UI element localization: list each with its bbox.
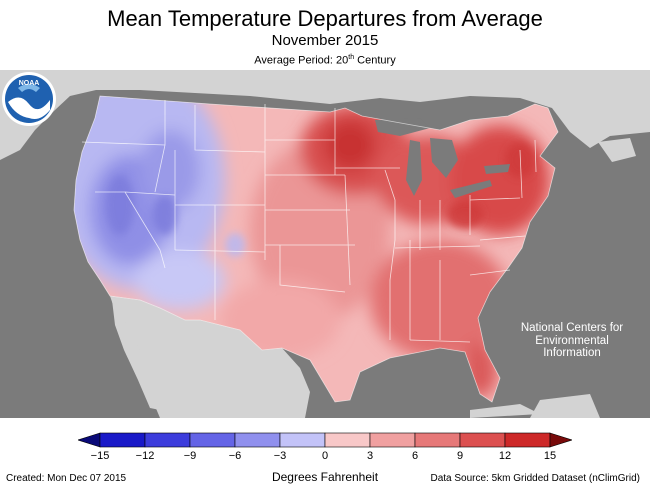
state-line-va-nc	[479, 235, 526, 241]
state-line-id-west	[154, 100, 166, 193]
period-prefix: Average Period: 20	[254, 54, 349, 67]
state-line-or-wa	[81, 141, 166, 146]
legend-title: Degrees Fahrenheit	[271, 470, 379, 484]
legend-tick-label: −9	[183, 450, 197, 462]
legend-arrow-low	[78, 432, 101, 448]
noaa-logo-text: NOAA	[19, 80, 40, 87]
period-suffix: Century	[354, 54, 396, 67]
anomaly-detail-layer	[106, 142, 535, 257]
canada-land	[0, 70, 650, 160]
state-line-tx-panhandle	[279, 245, 346, 293]
state-line-pa-ny	[469, 197, 521, 201]
state-line-mt-south	[194, 105, 266, 153]
legend-tick-label: 12	[498, 450, 512, 462]
legend-cells	[78, 432, 572, 448]
mexico-land	[110, 296, 310, 418]
legend-tick-label: 15	[543, 450, 557, 462]
legend-tick-label: 0	[321, 450, 329, 462]
state-line-sc-nc	[469, 269, 511, 276]
cuba-land	[470, 404, 540, 418]
noaa-logo: NOAA	[2, 72, 56, 126]
idaho-cool-region	[140, 130, 200, 210]
nevada-cool-core	[106, 175, 134, 235]
state-boundaries	[81, 100, 537, 343]
yucatan-land	[530, 394, 600, 418]
legend-cell	[459, 432, 506, 448]
legend-tick-label: 3	[366, 450, 374, 462]
lake-ontario	[484, 164, 510, 174]
new-york-warm-core	[505, 142, 535, 178]
anomaly-blend-layer	[74, 96, 550, 398]
idaho-cool-core	[153, 195, 177, 235]
state-line-ky-tn	[394, 245, 481, 249]
map-subtitle: November 2015	[271, 32, 379, 49]
lake-michigan	[406, 140, 422, 196]
legend-cell	[369, 432, 416, 448]
legend-cell	[279, 432, 326, 448]
legend-tick-label: −3	[273, 450, 287, 462]
florida-warm-region	[462, 342, 498, 398]
us-temperature-map	[0, 70, 650, 418]
state-line-nm-north	[174, 249, 266, 253]
temperature-field	[74, 96, 558, 402]
us-outline	[73, 95, 559, 403]
map-frame: NOAA	[0, 70, 650, 418]
org-line-3: Information	[543, 347, 601, 359]
created-date: Created: Mon Dec 07 2015	[6, 473, 127, 484]
legend-tick-label: −12	[135, 450, 155, 462]
legend-cell	[414, 432, 461, 448]
state-line-mississippi-river	[384, 169, 396, 340]
state-line-ga-fl	[409, 339, 471, 343]
legend-cell	[189, 432, 236, 448]
org-line-2: Environmental	[535, 334, 609, 347]
state-line-vt-nh	[534, 139, 537, 173]
legend-tick-label: −15	[90, 450, 110, 462]
legend-cell	[324, 432, 371, 448]
lake-huron	[430, 138, 458, 178]
title-block: Mean Temperature Departures from Average…	[0, 0, 650, 69]
state-line-nevada-south	[124, 191, 176, 196]
legend-tick-label: 9	[456, 450, 464, 462]
period-sup: th	[348, 54, 355, 61]
state-line-ca-nv	[95, 191, 166, 269]
legend-cell	[144, 432, 191, 448]
average-period: Average Period: 20th Century	[0, 50, 650, 69]
legend-tick-label: 6	[411, 450, 419, 462]
ohio-warm-core	[447, 201, 483, 229]
state-line-new-england	[519, 149, 523, 199]
lake-erie	[450, 180, 492, 198]
minnesota-warm-region	[325, 120, 375, 170]
data-source: Data Source: 5km Gridded Dataset (nClimG…	[430, 473, 640, 484]
legend-arrow-high	[549, 432, 572, 448]
southwest-cool-region	[135, 250, 225, 310]
state-line-mo-west	[344, 174, 351, 286]
organization-name: National Centers for Environmental Infor…	[512, 322, 632, 360]
map-title: Mean Temperature Departures from Average	[107, 6, 543, 31]
legend-tick-label: −6	[228, 450, 242, 462]
lake-superior	[375, 118, 430, 136]
org-line-1: National Centers for	[520, 322, 624, 334]
legend-cell	[234, 432, 281, 448]
legend-cell	[504, 432, 551, 448]
colorado-cool-core	[225, 233, 245, 257]
baja-peninsula-land	[112, 300, 160, 410]
canadian-islands-land	[598, 138, 636, 162]
legend-colorbar	[78, 432, 572, 448]
legend-cell	[99, 432, 146, 448]
